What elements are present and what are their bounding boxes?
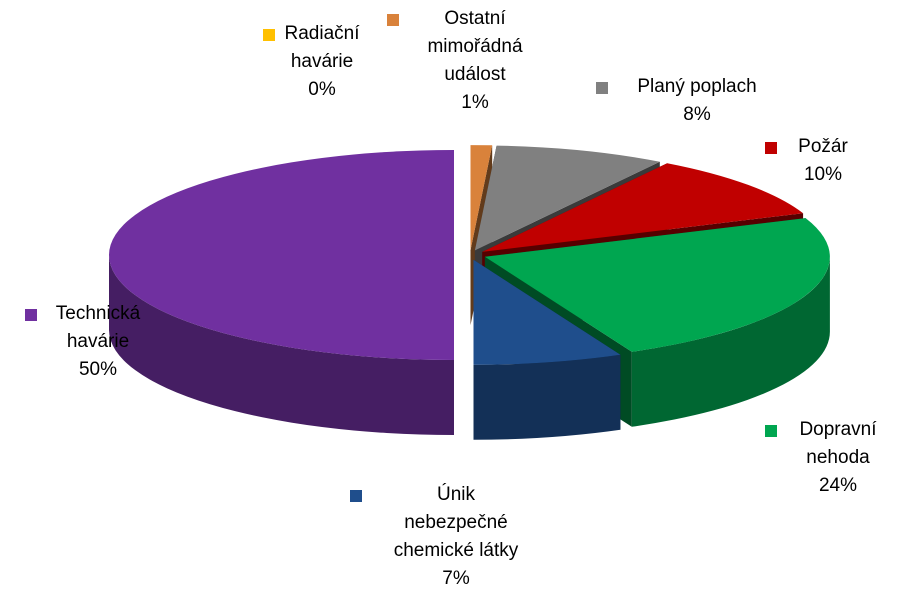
slice [484,218,830,352]
legend-marker [596,82,608,94]
value-label: 0% [308,79,336,100]
legend-marker [263,29,275,41]
data-label: Ostatní mimořádná událost 1% [410,5,540,117]
data-label: Planý poplach 8% [602,73,792,129]
category-label: Ostatní mimořádná událost [427,8,523,85]
category-label: Požár [798,136,848,157]
category-label: Radiační havárie [284,23,360,72]
value-label: 24% [818,475,858,496]
legend-marker [765,425,777,437]
value-label: 50% [78,359,118,380]
category-label: Únik nebezpečné chemické látky [393,484,519,561]
legend-marker [765,142,777,154]
slice [482,163,804,252]
data-label: Dopravní nehoda 24% [783,416,893,500]
value-label: 1% [461,92,489,113]
category-label: Technická havárie [55,303,141,352]
slice [109,150,454,360]
slice [473,259,621,365]
slice [470,145,493,251]
data-label: Technická havárie 50% [38,300,158,384]
slice-side [631,256,830,427]
value-label: 10% [803,164,843,185]
data-label: Radiační havárie 0% [262,20,382,104]
category-label: Planý poplach [637,76,757,97]
data-label: Požár 10% [778,133,868,189]
slice-side [109,255,454,435]
value-label: 8% [683,104,711,125]
category-label: Dopravní nehoda [799,419,877,468]
legend-marker [387,14,399,26]
value-label: 7% [442,568,470,589]
slice [474,145,660,251]
legend-marker [25,309,37,321]
slice-side [473,354,621,440]
data-label: Únik nebezpečné chemické látky 7% [366,481,546,593]
legend-marker [350,490,362,502]
